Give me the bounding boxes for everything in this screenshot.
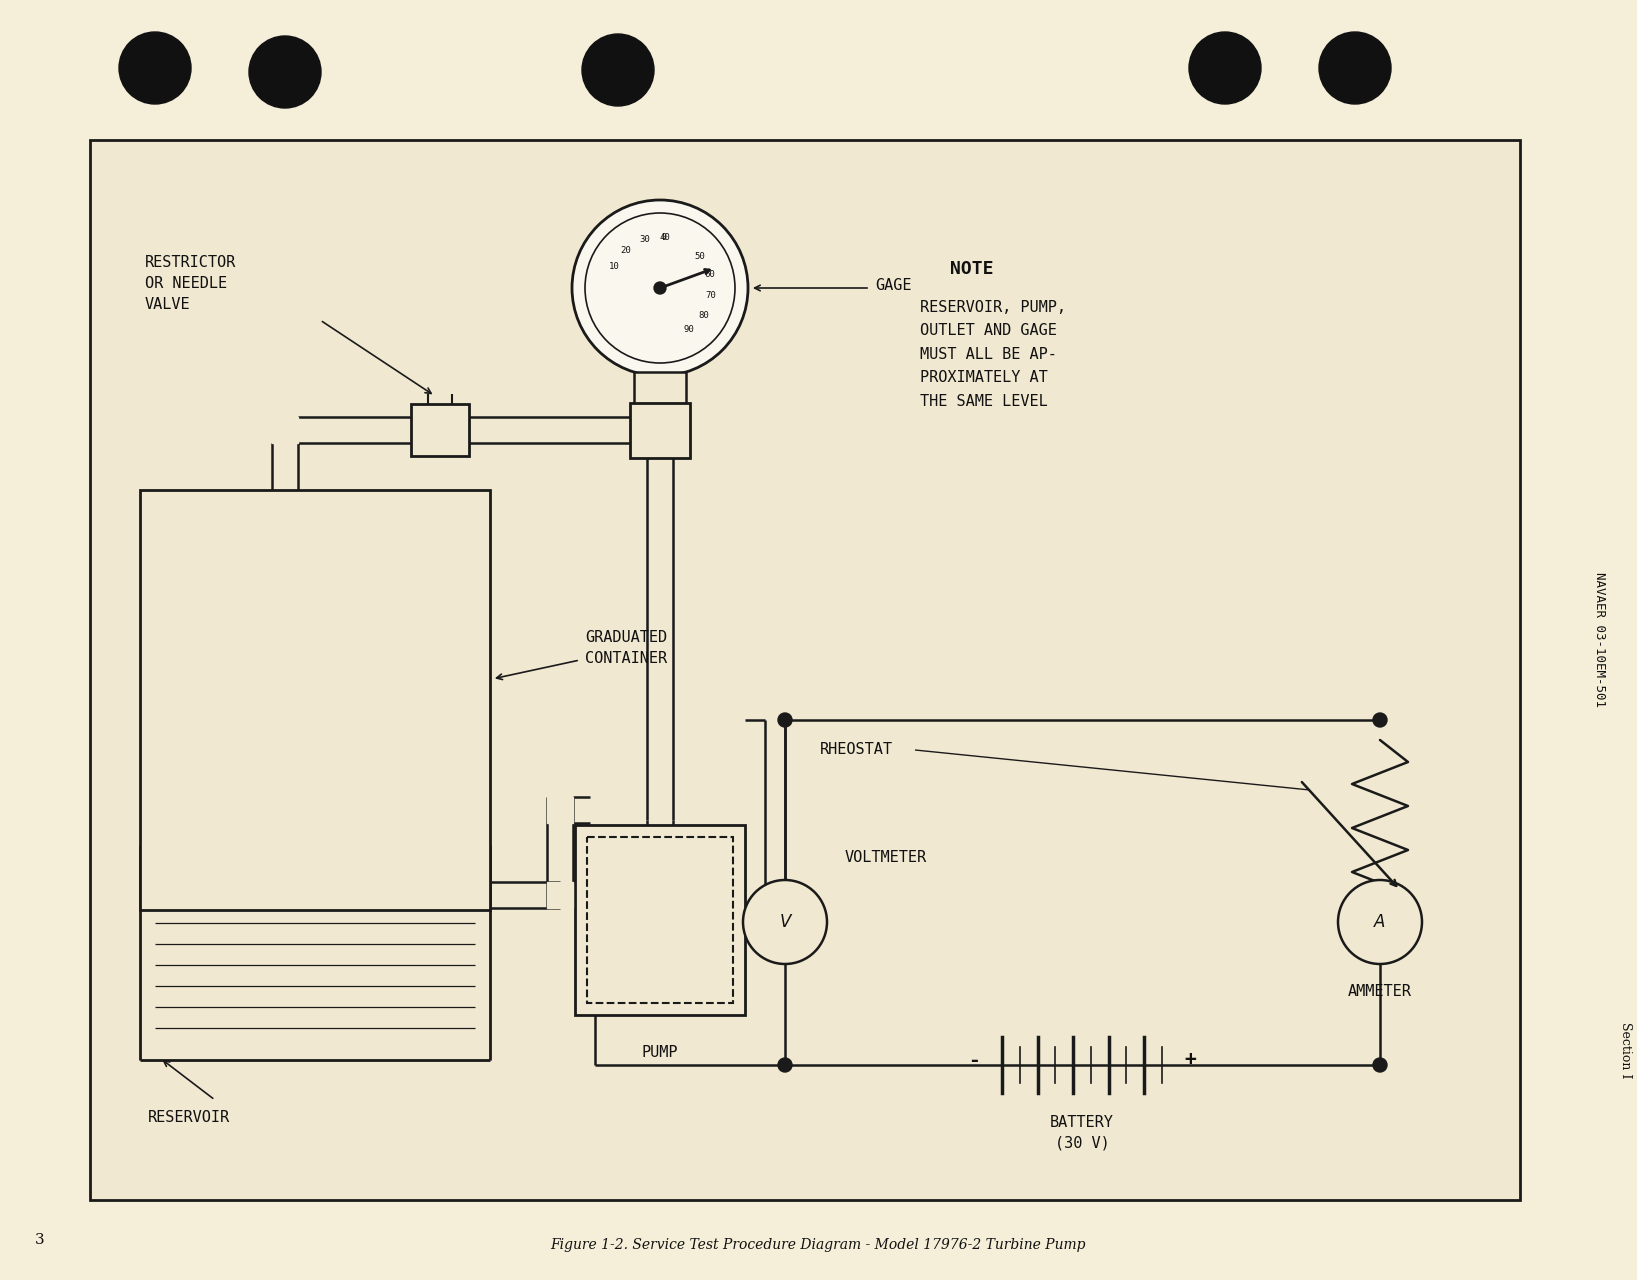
Circle shape [743, 881, 827, 964]
Text: 60: 60 [704, 270, 715, 279]
Circle shape [655, 282, 666, 294]
Text: 50: 50 [694, 252, 706, 261]
Text: AMMETER: AMMETER [1347, 984, 1413, 998]
Bar [141, 490, 489, 910]
Text: GAGE: GAGE [876, 278, 912, 293]
Text: NAVAER 03-10EM-501: NAVAER 03-10EM-501 [1593, 572, 1606, 708]
Circle shape [1373, 713, 1387, 727]
Bar [272, 417, 298, 443]
Bar [634, 372, 686, 410]
Circle shape [249, 36, 321, 108]
Text: VOLTMETER: VOLTMETER [845, 850, 927, 864]
Text: PUMP: PUMP [642, 1044, 678, 1060]
Circle shape [778, 1059, 792, 1073]
Bar [630, 402, 691, 457]
Text: +: + [1184, 1051, 1197, 1070]
Text: RHEOSTAT: RHEOSTAT [820, 742, 894, 758]
Circle shape [120, 32, 192, 104]
Text: 70: 70 [706, 291, 715, 300]
Text: 0: 0 [661, 233, 666, 242]
Circle shape [583, 35, 655, 106]
Bar [272, 646, 298, 673]
Text: 3: 3 [34, 1233, 44, 1247]
Text: RESERVOIR, PUMP,
OUTLET AND GAGE
MUST ALL BE AP-
PROXIMATELY AT
THE SAME LEVEL: RESERVOIR, PUMP, OUTLET AND GAGE MUST AL… [920, 300, 1066, 408]
Text: Section I: Section I [1619, 1021, 1632, 1078]
Text: GRADUATED
CONTAINER: GRADUATED CONTAINER [584, 630, 668, 666]
Bar [575, 826, 745, 1015]
Text: 80: 80 [697, 311, 709, 320]
Circle shape [571, 200, 748, 376]
Text: Figure 1-2. Service Test Procedure Diagram - Model 17976-2 Turbine Pump: Figure 1-2. Service Test Procedure Diagr… [550, 1238, 1085, 1252]
Text: -: - [967, 1051, 981, 1070]
Text: 90: 90 [684, 325, 694, 334]
Circle shape [778, 713, 792, 727]
Text: RESERVOIR: RESERVOIR [147, 1110, 231, 1125]
Bar [588, 837, 733, 1004]
Text: 30: 30 [638, 236, 650, 244]
Text: 10: 10 [609, 262, 619, 271]
Circle shape [584, 212, 735, 364]
Bar [90, 140, 1521, 1201]
Bar [411, 404, 468, 456]
Text: V: V [779, 913, 791, 931]
Text: 40: 40 [660, 233, 671, 242]
Text: A: A [1375, 913, 1385, 931]
Text: 20: 20 [620, 246, 632, 255]
Text: BATTERY
(30 V): BATTERY (30 V) [1049, 1115, 1113, 1151]
Bar [547, 882, 573, 908]
Bar [547, 797, 573, 823]
Text: NOTE: NOTE [949, 260, 994, 278]
Circle shape [1337, 881, 1423, 964]
Circle shape [1373, 1059, 1387, 1073]
Circle shape [1319, 32, 1391, 104]
Text: RESTRICTOR
OR NEEDLE
VALVE: RESTRICTOR OR NEEDLE VALVE [146, 255, 236, 312]
Circle shape [1188, 32, 1260, 104]
